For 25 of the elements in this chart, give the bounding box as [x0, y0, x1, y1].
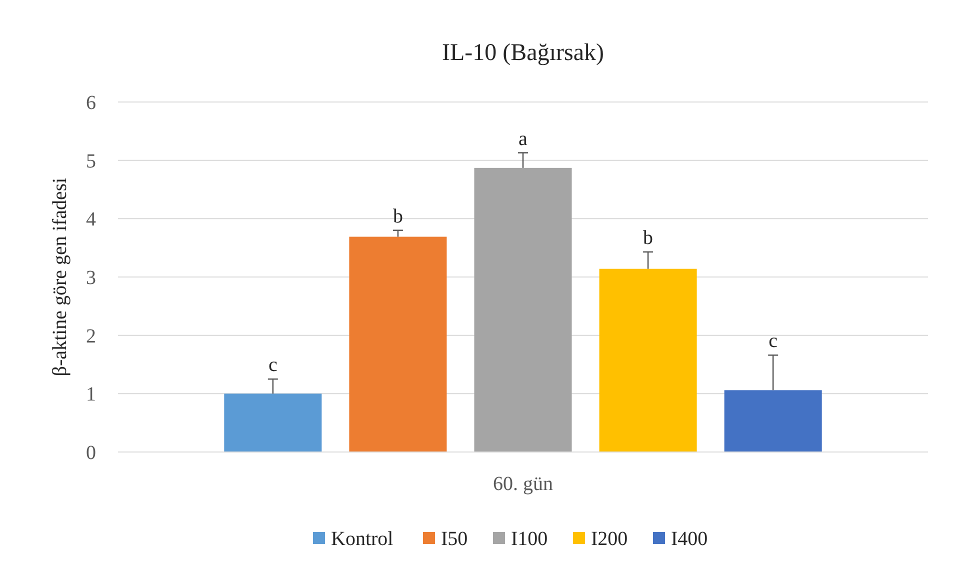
data-label: b — [643, 226, 654, 249]
bar — [724, 390, 822, 452]
bar — [599, 268, 697, 452]
legend-label: I100 — [511, 528, 548, 550]
bar — [349, 236, 447, 452]
y-tick-label: 1 — [86, 384, 96, 406]
legend-label: I50 — [441, 528, 468, 550]
data-label: b — [392, 205, 403, 228]
y-tick-label: 5 — [86, 150, 96, 172]
legend-label: I200 — [591, 528, 628, 550]
data-label: c — [268, 354, 278, 376]
data-label: c — [768, 330, 778, 352]
y-tick-label: 3 — [86, 267, 96, 289]
y-tick-label: 0 — [86, 442, 96, 464]
y-axis-title: β-aktine göre gen ifadesi — [49, 177, 71, 376]
legend-label: Kontrol — [331, 528, 394, 550]
x-tick-label: 60. gün — [493, 473, 553, 495]
bar — [474, 168, 572, 452]
y-tick-label: 2 — [86, 325, 96, 348]
data-label: a — [518, 128, 528, 150]
y-tick-label: 4 — [86, 208, 96, 231]
bar — [224, 394, 322, 452]
legend-label: I400 — [671, 528, 708, 550]
chart-title: IL-10 (Bağırsak) — [442, 40, 604, 66]
y-tick-label: 6 — [86, 92, 96, 114]
